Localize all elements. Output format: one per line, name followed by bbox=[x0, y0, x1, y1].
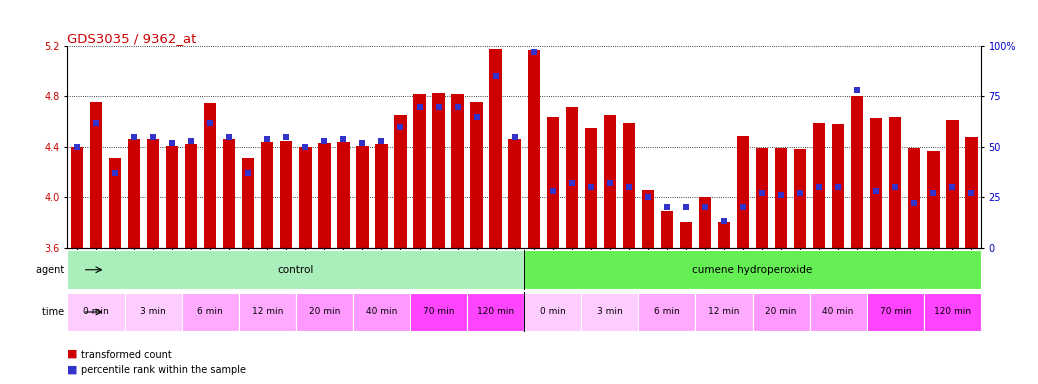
Text: 20 min: 20 min bbox=[765, 308, 797, 316]
Bar bbox=[584, 128, 597, 248]
Bar bbox=[147, 139, 159, 248]
Text: 40 min: 40 min bbox=[365, 308, 398, 316]
Bar bbox=[965, 137, 978, 248]
Bar bbox=[242, 158, 254, 248]
Bar bbox=[128, 139, 140, 248]
Text: percentile rank within the sample: percentile rank within the sample bbox=[81, 365, 246, 375]
Bar bbox=[851, 96, 864, 248]
Bar bbox=[470, 101, 483, 248]
Bar bbox=[296, 293, 353, 331]
Bar bbox=[867, 293, 924, 331]
Bar bbox=[490, 49, 501, 248]
Bar bbox=[832, 124, 844, 248]
Text: 0 min: 0 min bbox=[83, 308, 109, 316]
Bar bbox=[410, 293, 467, 331]
Bar bbox=[394, 115, 407, 248]
Bar bbox=[125, 293, 182, 331]
Bar bbox=[376, 144, 387, 248]
Bar bbox=[109, 158, 121, 248]
Text: time: time bbox=[43, 307, 67, 317]
Text: 120 min: 120 min bbox=[477, 308, 514, 316]
Bar bbox=[166, 146, 179, 248]
Bar bbox=[353, 293, 410, 331]
Text: 3 min: 3 min bbox=[597, 308, 623, 316]
Bar bbox=[623, 123, 635, 248]
Bar bbox=[927, 151, 939, 248]
Bar bbox=[337, 142, 350, 248]
Bar bbox=[566, 106, 578, 248]
Bar bbox=[356, 146, 368, 248]
Bar bbox=[794, 149, 807, 248]
Bar bbox=[204, 103, 216, 248]
Bar bbox=[870, 118, 882, 248]
Bar bbox=[641, 190, 654, 248]
Bar bbox=[71, 147, 83, 248]
Text: GDS3035 / 9362_at: GDS3035 / 9362_at bbox=[67, 32, 197, 45]
Bar bbox=[947, 121, 958, 248]
Bar bbox=[299, 147, 311, 248]
Bar bbox=[527, 50, 540, 248]
Bar bbox=[680, 222, 692, 248]
Bar bbox=[547, 117, 558, 248]
Bar bbox=[753, 293, 810, 331]
Text: ■: ■ bbox=[67, 349, 78, 359]
Bar bbox=[239, 293, 296, 331]
Bar bbox=[223, 139, 236, 248]
Text: 3 min: 3 min bbox=[140, 308, 166, 316]
Bar bbox=[810, 293, 867, 331]
Bar bbox=[604, 115, 616, 248]
Text: ■: ■ bbox=[67, 364, 78, 374]
Bar bbox=[67, 293, 125, 331]
Text: 70 min: 70 min bbox=[879, 308, 911, 316]
Text: 70 min: 70 min bbox=[422, 308, 455, 316]
Text: control: control bbox=[277, 265, 315, 275]
Bar bbox=[452, 94, 464, 248]
Bar bbox=[756, 148, 768, 248]
Text: agent: agent bbox=[36, 265, 67, 275]
Bar bbox=[319, 143, 330, 248]
Bar bbox=[699, 197, 711, 248]
Bar bbox=[524, 293, 581, 331]
Bar bbox=[890, 117, 901, 248]
Bar bbox=[280, 141, 293, 248]
Bar bbox=[924, 293, 981, 331]
Bar bbox=[737, 136, 749, 248]
Bar bbox=[908, 148, 921, 248]
Bar bbox=[524, 250, 981, 289]
Bar bbox=[182, 293, 239, 331]
Bar bbox=[433, 93, 444, 248]
Bar bbox=[718, 222, 730, 248]
Text: cumene hydroperoxide: cumene hydroperoxide bbox=[692, 265, 813, 275]
Bar bbox=[185, 144, 197, 248]
Text: 12 min: 12 min bbox=[251, 308, 283, 316]
Text: 12 min: 12 min bbox=[708, 308, 740, 316]
Text: 6 min: 6 min bbox=[197, 308, 223, 316]
Bar bbox=[90, 101, 102, 248]
Bar bbox=[695, 293, 753, 331]
Text: 6 min: 6 min bbox=[654, 308, 680, 316]
Bar bbox=[638, 293, 695, 331]
Bar bbox=[467, 293, 524, 331]
Bar bbox=[413, 94, 426, 248]
Bar bbox=[262, 142, 273, 248]
Bar bbox=[661, 211, 673, 248]
Bar bbox=[813, 123, 825, 248]
Bar bbox=[509, 139, 521, 248]
Bar bbox=[67, 250, 524, 289]
Text: 40 min: 40 min bbox=[822, 308, 854, 316]
Bar bbox=[775, 148, 787, 248]
Text: 120 min: 120 min bbox=[934, 308, 971, 316]
Text: 0 min: 0 min bbox=[540, 308, 566, 316]
Text: transformed count: transformed count bbox=[81, 350, 171, 360]
Bar bbox=[581, 293, 638, 331]
Text: 20 min: 20 min bbox=[308, 308, 340, 316]
